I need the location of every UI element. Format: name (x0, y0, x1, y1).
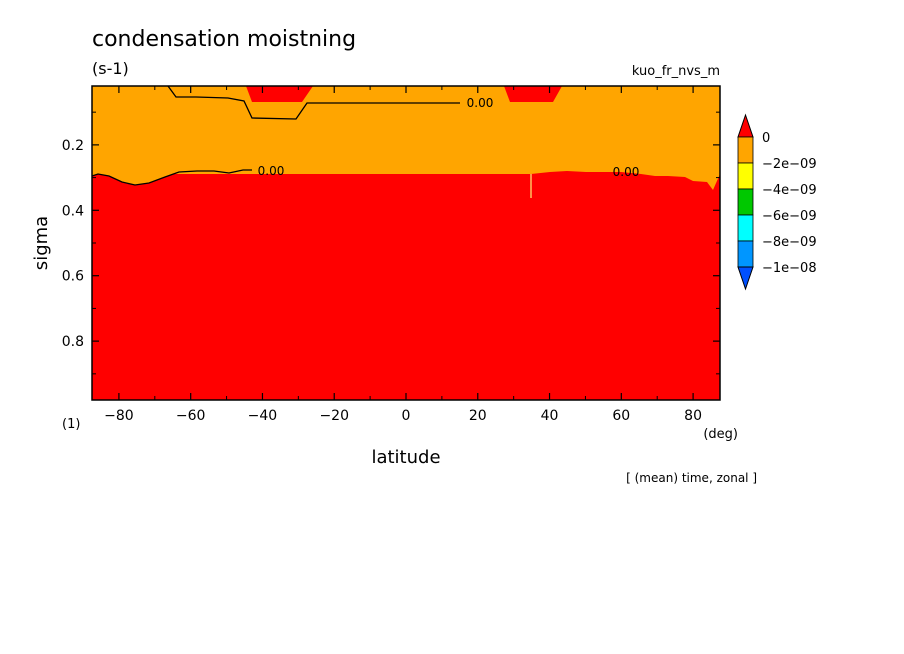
x-tick-label: 20 (469, 408, 487, 424)
colorbar-label: −8e−09 (762, 235, 817, 250)
colorbar-bin (737, 188, 754, 216)
units-label: (s-1) (92, 59, 129, 78)
colorbar-label: 0 (762, 131, 770, 146)
contour-label-upper: 0.00 (467, 96, 494, 110)
colorbar-label: −1e−08 (762, 261, 817, 276)
cap-region-north (504, 86, 562, 102)
colorbar-bin (737, 240, 754, 268)
colorbar-bin (737, 162, 754, 190)
x-tick-label: −20 (319, 408, 349, 424)
x-tick-label: −60 (176, 408, 206, 424)
variable-name: kuo_fr_nvs_m (632, 64, 720, 79)
y-tick-label: 0.4 (62, 203, 84, 219)
chart-title: condensation moistning (92, 27, 356, 52)
x-axis: −80 −60 −40 −20 0 20 40 60 80 (104, 86, 702, 424)
y-tick-label: 0.6 (62, 269, 84, 285)
x-tick-label: 40 (541, 408, 559, 424)
colorbar-label: −6e−09 (762, 209, 817, 224)
mean-note: [ (mean) time, zonal ] (626, 471, 757, 485)
x-tick-label: 80 (684, 408, 702, 424)
x-axis-title: latitude (371, 447, 440, 468)
colorbar-bin (737, 136, 754, 164)
contour-label-right: 0.00 (613, 165, 640, 179)
contour-upper (167, 85, 460, 120)
y-axis: 0.2 0.4 0.6 0.8 (62, 111, 720, 375)
contour-lower (91, 169, 252, 186)
cap-region-south (246, 86, 313, 102)
plot-area: 0.00 0.00 0.00 (91, 85, 721, 401)
y-unit-label: (1) (62, 417, 80, 432)
x-tick-label: −80 (104, 408, 134, 424)
y-axis-title: sigma (31, 216, 52, 270)
colorbar-lower-triangle (737, 266, 754, 291)
colorbar-label: −2e−09 (762, 157, 817, 172)
x-tick-label: −40 (248, 408, 278, 424)
colorbar-bin (737, 214, 754, 242)
colorbar: 0 −2e−09 −4e−09 −6e−09 −8e−09 −1e−08 (737, 113, 817, 291)
colorbar-label: −4e−09 (762, 183, 817, 198)
x-tick-label: 0 (402, 408, 411, 424)
y-tick-label: 0.8 (62, 334, 84, 350)
x-unit-label: (deg) (703, 427, 738, 442)
colorbar-upper-triangle (737, 113, 754, 138)
contour-label-left: 0.00 (258, 164, 285, 178)
x-tick-label: 60 (612, 408, 630, 424)
y-tick-label: 0.2 (62, 138, 84, 154)
